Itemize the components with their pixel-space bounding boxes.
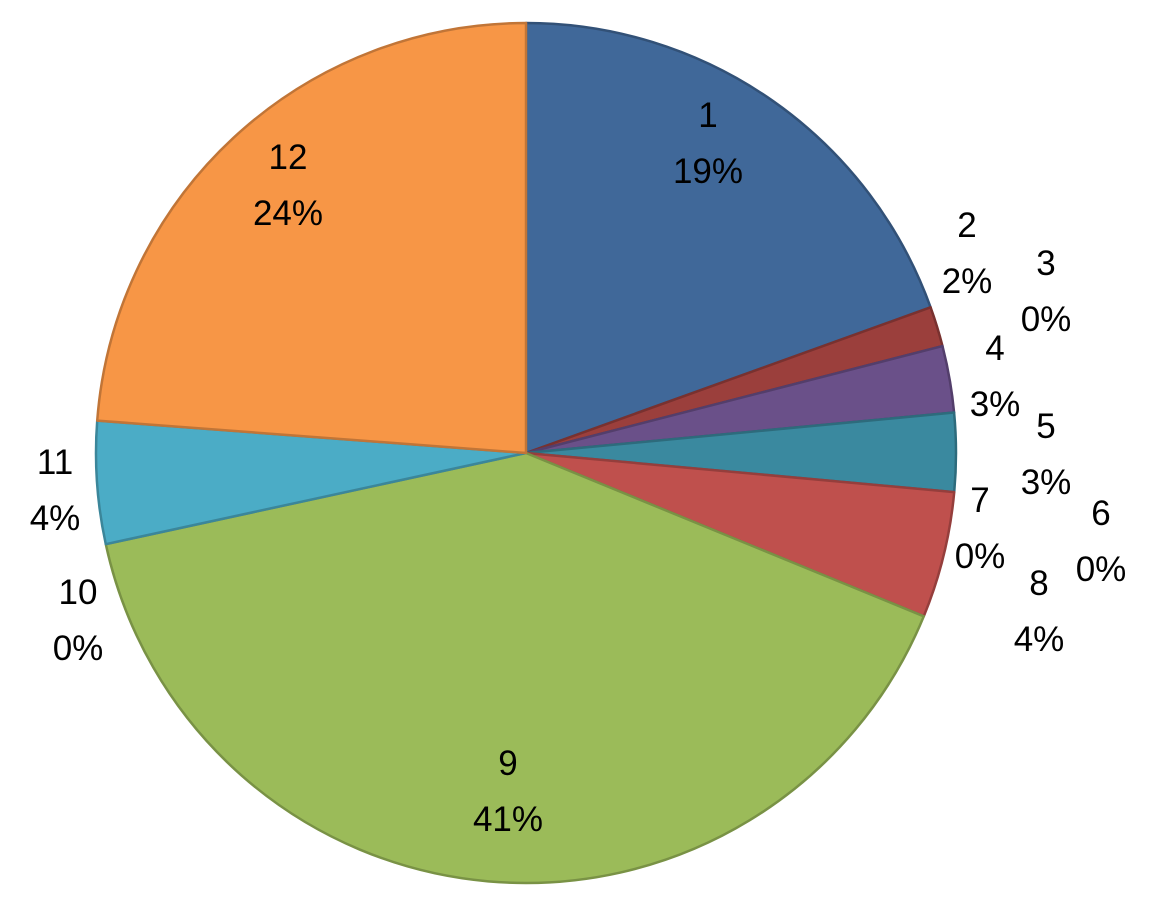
pie-slice-12	[95, 21, 528, 455]
pie-slices	[94, 21, 958, 885]
slice-label-7: 7 0%	[955, 481, 1006, 576]
slice-percent-label: 3%	[970, 385, 1021, 424]
pie-slice-9	[104, 451, 926, 885]
slice-category-label: 12	[269, 138, 308, 177]
slice-percent-label: 41%	[473, 800, 543, 839]
slice-category-label: 10	[59, 573, 98, 612]
slice-category-label: 2	[957, 206, 976, 245]
slice-label-9: 9 41%	[473, 744, 543, 839]
slice-category-label: 7	[970, 481, 989, 520]
slice-category-label: 4	[985, 329, 1004, 368]
slice-percent-label: 4%	[30, 499, 81, 538]
slice-category-label: 6	[1091, 494, 1110, 533]
slice-label-10: 10 0%	[53, 573, 104, 668]
slice-percent-label: 4%	[1014, 620, 1065, 659]
slice-percent-label: 19%	[673, 152, 743, 191]
slice-percent-label: 0%	[53, 629, 104, 668]
slice-label-8: 8 4%	[1014, 564, 1065, 659]
slice-percent-label: 0%	[1076, 550, 1127, 589]
slice-label-12: 12 24%	[253, 138, 323, 233]
slice-percent-label: 24%	[253, 194, 323, 233]
slice-label-1: 1 19%	[673, 96, 743, 191]
pie-labels: 1 19%2 2% 3 0%4 3%5 3%6 0%7 0%8 4%9 41%10 0%11 4%12 2…	[30, 96, 1127, 839]
slice-category-label: 5	[1036, 407, 1055, 446]
slice-label-6: 6 0%	[1076, 494, 1127, 589]
slice-percent-label: 0%	[1021, 300, 1072, 339]
slice-label-2: 2 2%	[942, 206, 993, 301]
slice-category-label: 3	[1036, 244, 1055, 283]
slice-category-label: 9	[498, 744, 517, 783]
slice-label-4: 4 3%	[970, 329, 1021, 424]
slice-percent-label: 0%	[955, 537, 1006, 576]
slice-category-label: 8	[1029, 564, 1048, 603]
slice-category-label: 11	[37, 443, 73, 482]
slice-label-11: 11 4%	[30, 443, 81, 538]
slice-category-label: 1	[698, 96, 717, 135]
slice-percent-label: 2%	[942, 262, 993, 301]
slice-label-5: 5 3%	[1021, 407, 1072, 502]
slice-label-3: 3 0%	[1021, 244, 1072, 339]
pie-slice-1	[524, 21, 932, 455]
slice-percent-label: 3%	[1021, 463, 1072, 502]
